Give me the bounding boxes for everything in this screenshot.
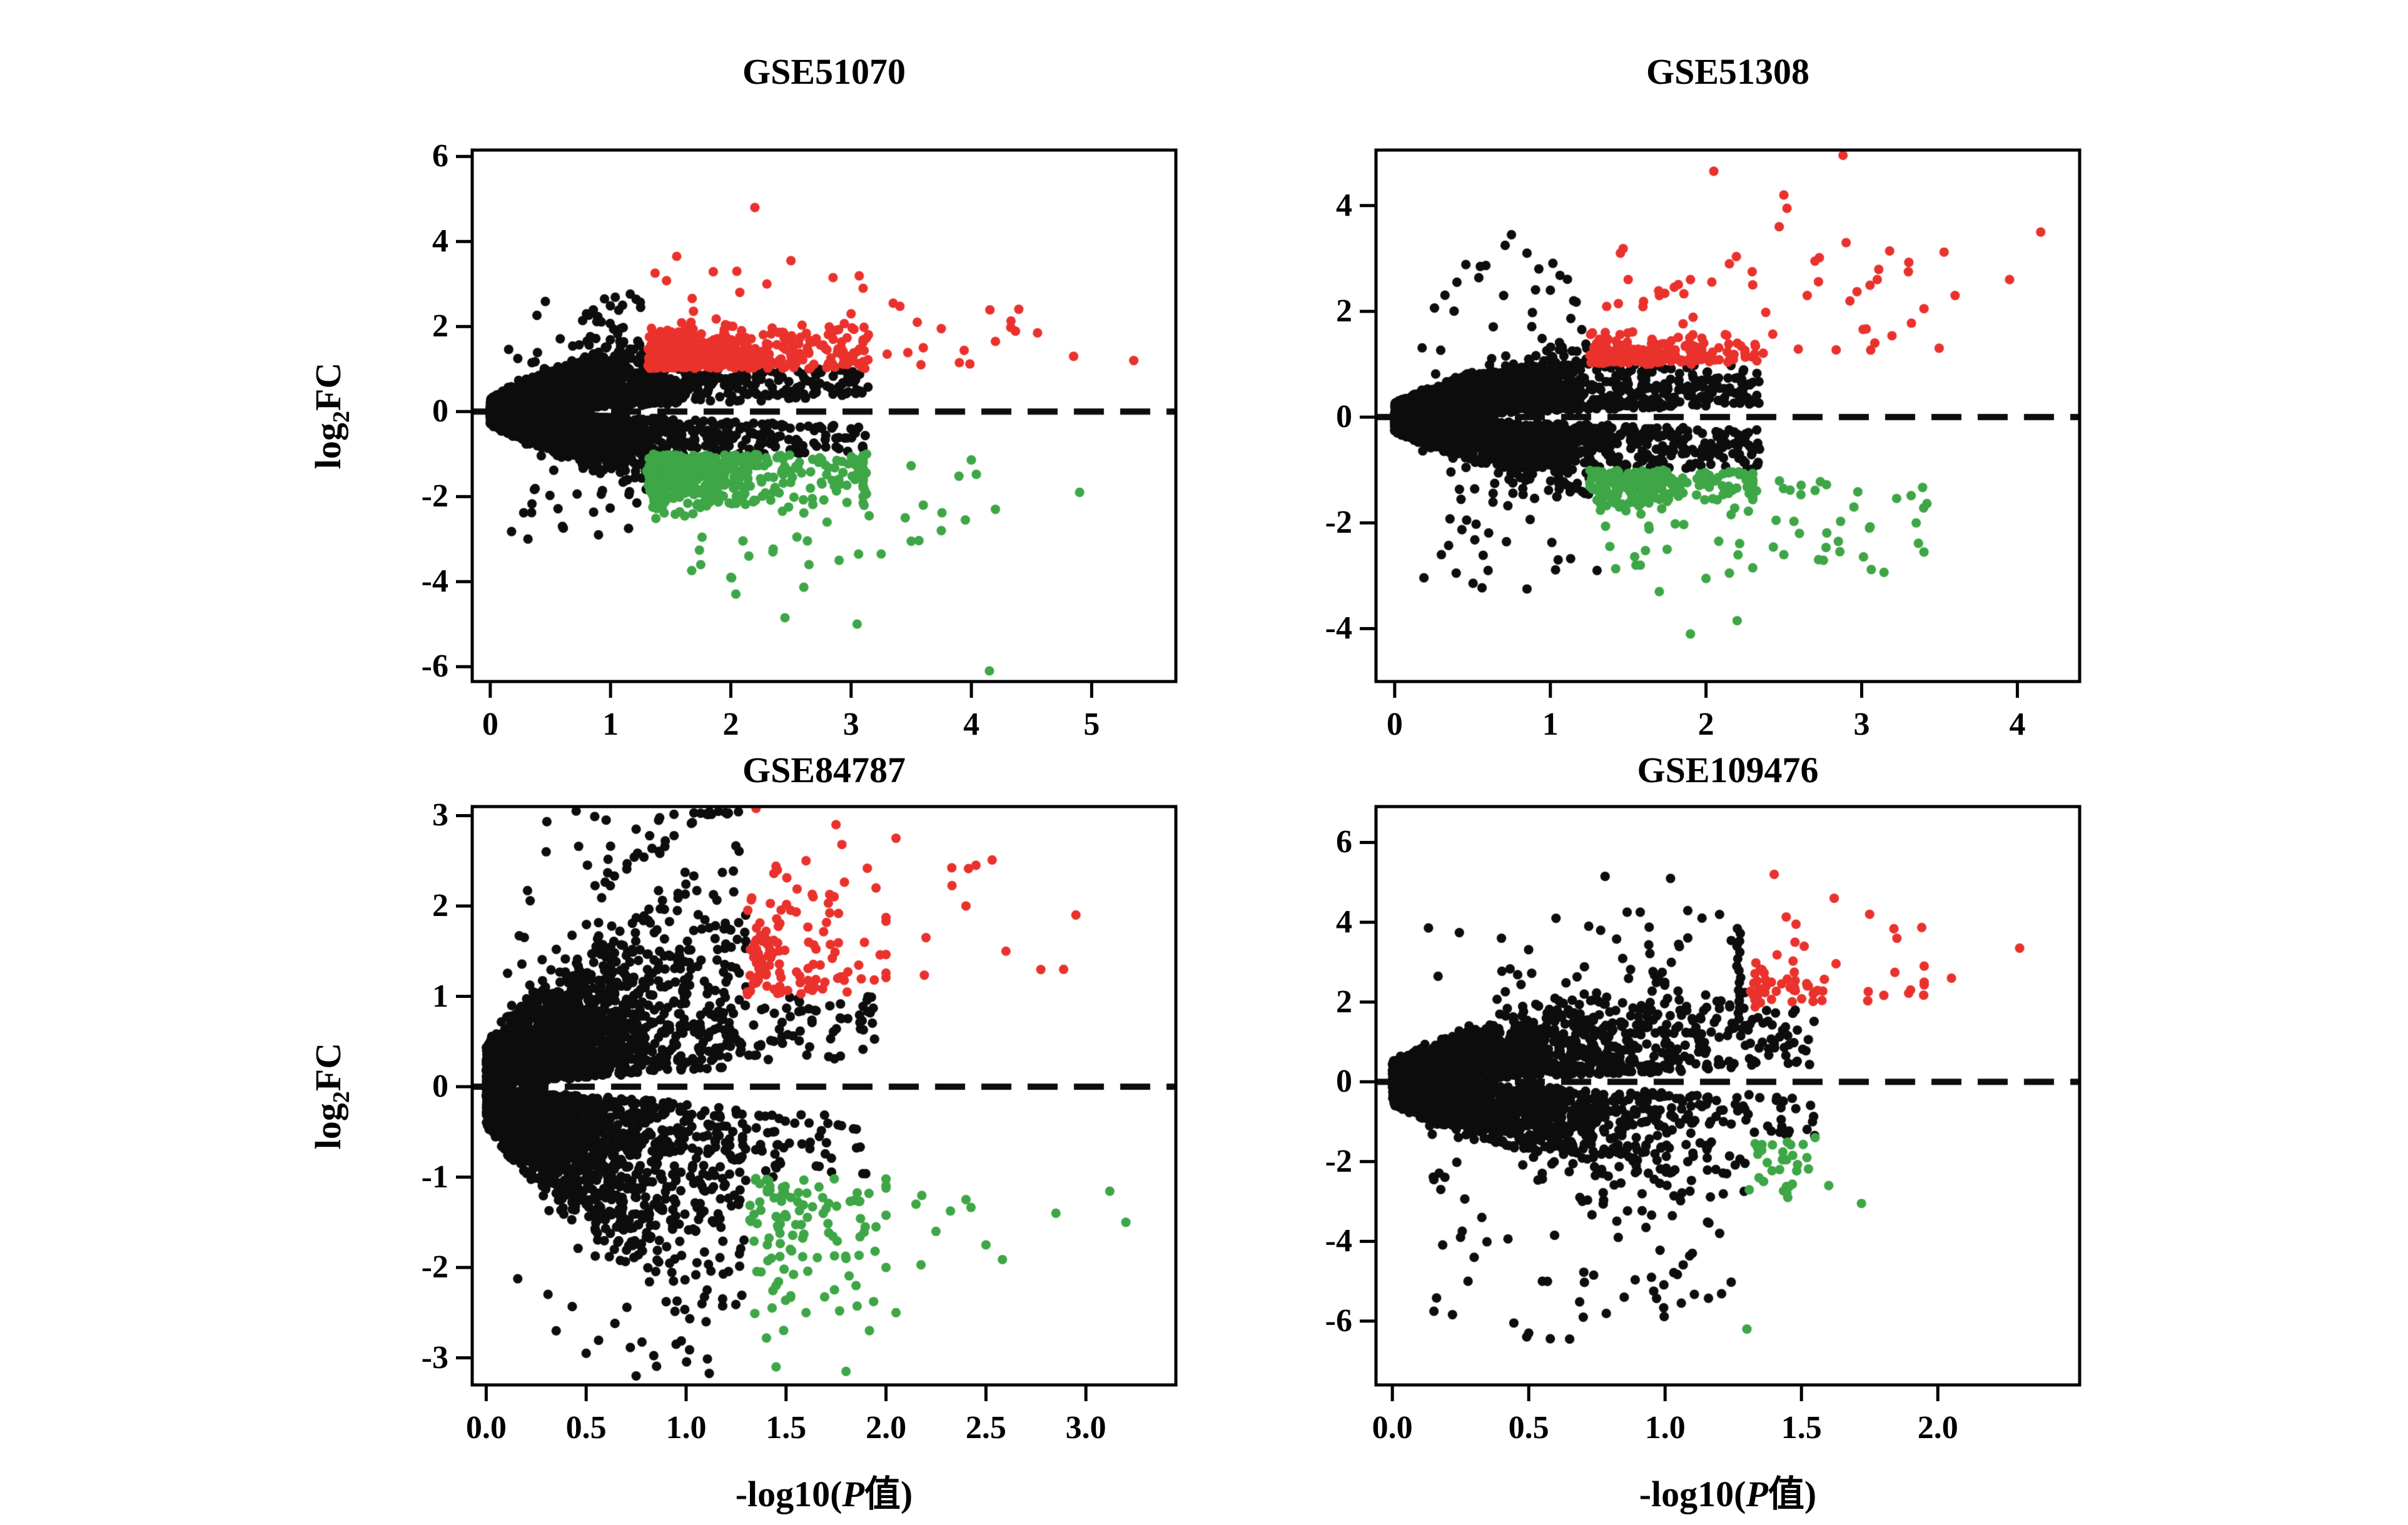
scatter-canvas-gse84787 <box>472 807 1176 1385</box>
y-tick-label: 0 <box>432 393 448 430</box>
x-tick-label: 1.5 <box>1781 1410 1822 1446</box>
y-tick-label: -1 <box>421 1159 448 1195</box>
x-tick-label: 0 <box>1386 707 1403 742</box>
plot-box-frame <box>1374 805 2082 1387</box>
axes-frame-panel-1 <box>1360 148 2082 698</box>
plot-box-frame <box>470 805 1178 1387</box>
plot-box-frame <box>470 148 1178 683</box>
x-tick-label: 2.0 <box>1917 1410 1958 1446</box>
y-tick-label: -3 <box>421 1339 448 1376</box>
x-tick-label: 4 <box>2009 707 2026 742</box>
y-tick-label: 2 <box>432 887 448 924</box>
y-tick-label: 2 <box>432 308 448 345</box>
scatter-canvas-gse51308 <box>1376 150 2080 682</box>
panel-title-gse51308: GSE51308 <box>1646 51 1810 92</box>
x-axis-label-left: -log10(P值) <box>735 1474 913 1514</box>
axes-frame-panel-0 <box>456 148 1178 698</box>
scatter-canvas-gse109476 <box>1376 807 2080 1385</box>
y-axis-label-top: log2FC <box>308 362 355 470</box>
x-tick-label: 0 <box>482 707 498 742</box>
panel-title-gse109476: GSE109476 <box>1637 750 1819 790</box>
y-tick-label: -2 <box>1325 505 1352 541</box>
x-tick-label: 1 <box>1542 707 1559 742</box>
y-tick-label: -2 <box>421 478 448 515</box>
x-tick-label: 1.0 <box>665 1410 707 1446</box>
y-tick-label: -2 <box>421 1249 448 1286</box>
y-tick-label: 1 <box>432 978 448 1014</box>
y-tick-label: 4 <box>432 223 448 259</box>
x-tick-label: 2 <box>1697 707 1714 742</box>
axes-frame-panel-3 <box>1360 805 2082 1401</box>
x-tick-label: 1.5 <box>766 1410 807 1446</box>
x-tick-label: 3.0 <box>1065 1410 1106 1446</box>
axes-frame-panel-2 <box>456 805 1178 1401</box>
x-tick-label: 2.0 <box>866 1410 907 1446</box>
x-tick-label: 3 <box>1853 707 1870 742</box>
x-tick-label: 4 <box>963 707 980 742</box>
x-tick-label: 2 <box>722 707 739 742</box>
y-tick-label: 4 <box>1336 187 1352 223</box>
x-tick-label: 5 <box>1083 707 1100 742</box>
y-tick-label: 0 <box>1336 399 1352 435</box>
panel-title-gse51070: GSE51070 <box>742 51 906 92</box>
y-tick-label: 6 <box>1336 824 1352 860</box>
x-tick-label: 0.0 <box>465 1410 507 1446</box>
y-tick-label: 2 <box>1336 984 1352 1020</box>
y-tick-label: -6 <box>421 648 448 685</box>
y-tick-label: -4 <box>1325 1223 1352 1259</box>
y-tick-label: 2 <box>1336 293 1352 329</box>
y-tick-label: 0 <box>1336 1064 1352 1100</box>
x-axis-label-right: -log10(P值) <box>1639 1474 1817 1514</box>
y-tick-label: 4 <box>1336 904 1352 940</box>
x-tick-label: 1.0 <box>1644 1410 1686 1446</box>
y-axis-label-bottom: log2FC <box>308 1042 355 1149</box>
scatter-canvas-gse51070 <box>472 150 1176 682</box>
y-tick-label: -6 <box>1325 1302 1352 1339</box>
plot-box-frame <box>1374 148 2082 683</box>
x-tick-label: 3 <box>842 707 859 742</box>
y-tick-label: 0 <box>432 1069 448 1105</box>
y-tick-label: 3 <box>432 797 448 833</box>
x-tick-label: 0.5 <box>1508 1410 1549 1446</box>
y-tick-label: -4 <box>421 563 448 600</box>
x-tick-label: 1 <box>602 707 619 742</box>
y-tick-label: -4 <box>1325 610 1352 647</box>
y-tick-label: 6 <box>432 138 448 174</box>
x-tick-label: 0.0 <box>1372 1410 1413 1446</box>
panel-title-gse84787: GSE84787 <box>742 750 906 790</box>
x-tick-label: 0.5 <box>565 1410 607 1446</box>
y-tick-label: -2 <box>1325 1143 1352 1179</box>
x-tick-label: 2.5 <box>965 1410 1006 1446</box>
